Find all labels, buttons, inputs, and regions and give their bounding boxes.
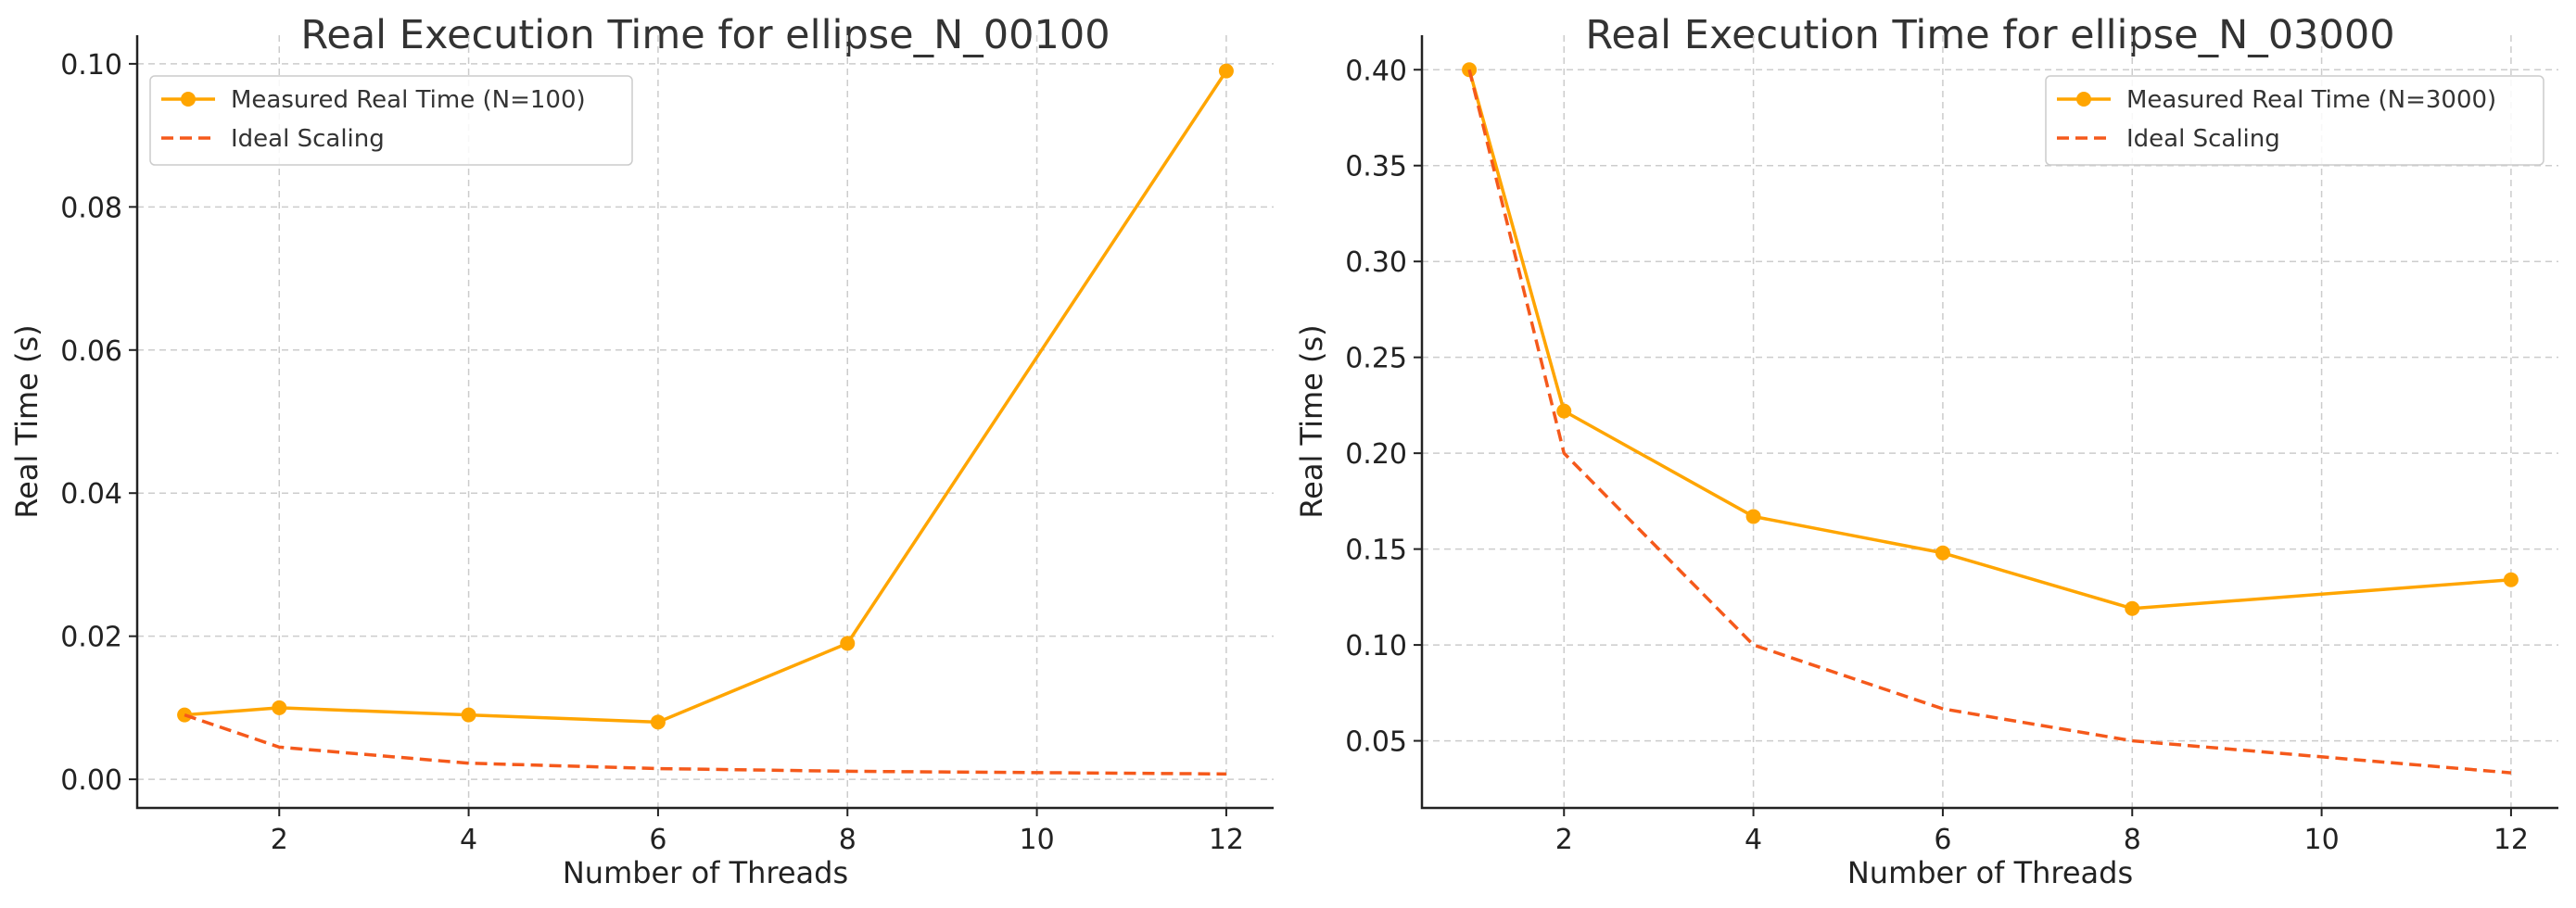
data-point [1556, 403, 1572, 419]
data-point [650, 714, 666, 730]
x-tick-label: 4 [460, 824, 477, 856]
axes-spines [1420, 35, 2558, 810]
y-tick-label: 0.15 [1345, 535, 1407, 567]
legend-box [2045, 75, 2544, 166]
y-tick-label: 0.04 [60, 478, 122, 511]
measured-time-line [184, 69, 1228, 725]
x-tick-label: 6 [649, 824, 666, 856]
chart-title: Real Execution Time for ellipse_N_00100 [300, 12, 1110, 58]
data-point [461, 707, 476, 723]
y-tick-label: 0.30 [1345, 246, 1407, 279]
data-point [1745, 509, 1761, 524]
y-axis-label: Real Time (s) [9, 324, 44, 518]
chart-ellipse-n-03000: Real Execution Time for ellipse_N_03000 2… [1294, 12, 2558, 890]
x-tick-label: 2 [271, 824, 288, 856]
x-axis-label: Number of Threads [563, 855, 848, 890]
ideal-scaling-line [184, 713, 1226, 776]
y-tick-label: 0.08 [60, 192, 122, 224]
y-tick-label: 0.06 [60, 335, 122, 368]
legend-box [149, 75, 633, 166]
x-tick-label: 4 [1745, 824, 1762, 856]
ideal-scaling-line [1467, 69, 2512, 775]
x-tick-label: 6 [1934, 824, 1951, 856]
y-tick-label: 0.10 [1345, 630, 1407, 662]
data-point [2503, 572, 2519, 587]
data-point [272, 700, 287, 715]
y-tick-label: 0.10 [60, 49, 122, 82]
legend-label: Ideal Scaling [231, 125, 385, 153]
x-tick-label: 8 [839, 824, 857, 856]
x-tick-label: 12 [1209, 824, 1244, 856]
data-point [2125, 600, 2140, 616]
axes-spines [135, 35, 1274, 810]
legend-label: Ideal Scaling [2126, 125, 2280, 153]
y-tick-label: 0.20 [1345, 438, 1407, 471]
x-tick-label: 10 [1019, 824, 1054, 856]
y-tick-label: 0.25 [1345, 343, 1407, 375]
data-point [1935, 545, 1950, 561]
legend-label: Measured Real Time (N=3000) [2126, 86, 2496, 114]
y-tick-label: 0.00 [60, 764, 122, 797]
x-tick-label: 2 [1555, 824, 1573, 856]
x-axis-label: Number of Threads [1847, 855, 2133, 890]
data-point [1218, 63, 1234, 79]
x-tick-label: 12 [2494, 824, 2529, 856]
y-axis-label: Real Time (s) [1294, 324, 1329, 518]
data-point [840, 636, 856, 651]
chart-ellipse-n-00100: Real Execution Time for ellipse_N_00100 2… [9, 12, 1274, 890]
legend-label: Measured Real Time (N=100) [231, 86, 586, 114]
legend-swatch-marker [2076, 92, 2091, 107]
legend-swatch-marker [181, 92, 196, 107]
chart-title: Real Execution Time for ellipse_N_03000 [1585, 12, 2394, 58]
x-tick-label: 8 [2124, 824, 2141, 856]
y-tick-label: 0.35 [1345, 151, 1407, 183]
y-tick-label: 0.40 [1345, 55, 1407, 87]
x-tick-label: 10 [2303, 824, 2339, 856]
y-tick-label: 0.02 [60, 622, 122, 654]
measured-time-line [1467, 69, 2512, 611]
y-tick-label: 0.05 [1345, 726, 1407, 759]
